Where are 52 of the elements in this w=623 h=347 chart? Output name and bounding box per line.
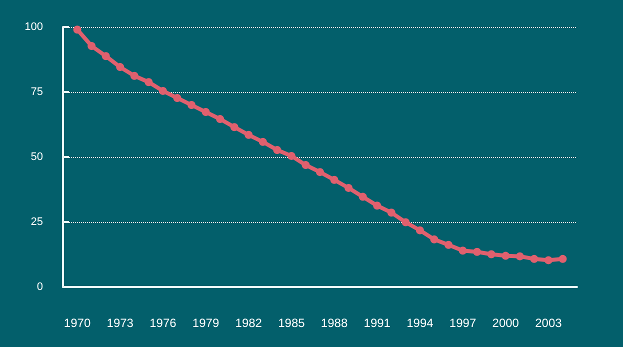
point [373, 202, 382, 210]
point [444, 240, 452, 249]
point [487, 250, 496, 258]
point [330, 176, 338, 184]
point [502, 252, 510, 260]
point [302, 161, 310, 170]
point [530, 254, 538, 263]
point [273, 146, 282, 154]
y-tick-label: 25 [30, 216, 43, 228]
x-tick-label: 2000 [492, 316, 520, 330]
point [73, 26, 82, 34]
point [216, 115, 224, 124]
point [130, 72, 138, 80]
y-tick-label: 75 [30, 86, 43, 98]
point [102, 52, 110, 60]
x-tick-label: 1976 [150, 316, 177, 330]
y-tick-label: 50 [30, 151, 43, 163]
x-tick-label: 1979 [192, 316, 220, 330]
point [558, 254, 567, 263]
y-tick-label: 0 [36, 281, 43, 293]
point [144, 78, 153, 86]
point [188, 101, 196, 109]
x-tick-label: 1970 [64, 316, 91, 330]
point [88, 42, 96, 50]
point [230, 123, 238, 132]
point [516, 252, 524, 260]
point [173, 94, 182, 102]
x-tick-label: 1988 [320, 316, 348, 330]
point [344, 184, 353, 192]
point [430, 235, 438, 244]
point [244, 130, 253, 139]
x-tick-label: 1982 [235, 316, 262, 330]
y-tick-label: 100 [24, 21, 43, 33]
point [202, 108, 210, 116]
x-tick-label: 1985 [278, 316, 306, 330]
point [287, 152, 296, 160]
x-tick-label: 1997 [449, 316, 476, 330]
point [316, 168, 324, 176]
x-tick-label: 2003 [535, 316, 562, 330]
point [387, 208, 396, 217]
point [402, 218, 410, 226]
x-tick-label: 1994 [406, 316, 434, 330]
point [416, 226, 424, 234]
point [158, 86, 167, 95]
x-tick-label: 1973 [106, 316, 134, 330]
point [458, 246, 467, 255]
point [116, 63, 124, 72]
point [473, 248, 482, 256]
x-tick-label: 1991 [364, 316, 391, 330]
point [544, 256, 552, 264]
point [358, 192, 367, 201]
point [258, 138, 267, 146]
